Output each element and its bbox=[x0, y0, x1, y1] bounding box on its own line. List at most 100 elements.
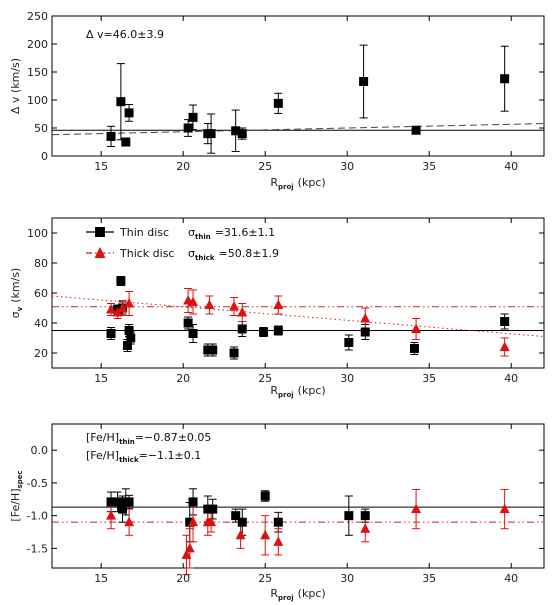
annotation-feh-thin: [Fe/H]thin=−0.87±0.05 bbox=[86, 431, 211, 446]
x-tick-label: 30 bbox=[340, 160, 354, 173]
legend-triangle-marker bbox=[94, 247, 106, 258]
data-point-triangle bbox=[411, 323, 422, 333]
y-tick-label: 200 bbox=[27, 38, 48, 51]
x-tick-label: 20 bbox=[176, 160, 190, 173]
data-point-triangle bbox=[411, 503, 422, 514]
annotation-delta-v: Δ v=46.0±3.9 bbox=[86, 28, 164, 41]
data-point-square bbox=[121, 137, 131, 147]
data-point-square bbox=[344, 511, 354, 521]
data-point-square bbox=[259, 327, 269, 337]
data-point-square bbox=[206, 129, 216, 139]
data-point-triangle bbox=[499, 341, 510, 351]
plot-frame bbox=[51, 15, 545, 157]
data-point-triangle bbox=[229, 301, 240, 311]
x-tick-label: 25 bbox=[258, 372, 272, 385]
annotation-feh-thick: [Fe/H]thick=−1.1±0.1 bbox=[86, 449, 201, 464]
data-point-square bbox=[124, 497, 134, 507]
x-tick-label: 40 bbox=[504, 160, 518, 173]
plot-frame bbox=[51, 423, 545, 569]
data-point-square bbox=[188, 329, 198, 338]
data-point-square bbox=[500, 317, 510, 326]
y-tick-label: -1.5 bbox=[27, 542, 48, 555]
y-tick-label: 50 bbox=[34, 122, 48, 135]
data-point-square bbox=[229, 348, 239, 358]
x-tick-label: 25 bbox=[258, 160, 272, 173]
legend-thick-value: σthick =50.8±1.9 bbox=[188, 247, 279, 262]
panel-feh: 15 20 25 30 35 40 0.0 -0.5 -1.0 -1.5 [Fe/H]thin=−… bbox=[9, 423, 545, 602]
y-tick-label: 60 bbox=[34, 287, 48, 300]
x-tick-label: 40 bbox=[504, 372, 518, 385]
data-point-square bbox=[360, 511, 370, 521]
legend: Thin disc σthin =31.6±1.1 Thick disc σthi… bbox=[86, 226, 279, 262]
x-tick-label: 25 bbox=[258, 572, 272, 585]
data-point-square bbox=[260, 491, 270, 501]
data-point-triangle bbox=[237, 307, 248, 317]
data-point-triangle bbox=[124, 298, 135, 308]
data-point-square bbox=[208, 345, 218, 355]
x-tick-label: 20 bbox=[176, 372, 190, 385]
data-point-square bbox=[237, 517, 247, 527]
x-tick-label: 15 bbox=[94, 160, 108, 173]
x-axis-label: Rproj (kpc) bbox=[270, 176, 325, 191]
data-point-triangle bbox=[273, 299, 284, 309]
data-point-triangle bbox=[235, 529, 246, 540]
data-point-square bbox=[188, 112, 198, 122]
data-point-triangle bbox=[260, 529, 271, 540]
panel-delta-v: 15 20 25 30 35 40 0 50 100 150 200 250 Δ v=46.0±3.9… bbox=[9, 10, 545, 191]
data-point-square bbox=[411, 125, 421, 135]
data-point-triangle bbox=[106, 304, 117, 314]
data-point-square bbox=[273, 517, 283, 527]
x-tick-label: 15 bbox=[94, 572, 108, 585]
y-tick-label: 40 bbox=[34, 317, 48, 330]
data-point-square bbox=[237, 324, 247, 334]
data-point-square bbox=[203, 345, 213, 355]
data-point-square bbox=[185, 517, 195, 527]
data-point-square bbox=[116, 97, 126, 107]
data-point-square bbox=[183, 123, 193, 133]
data-point-square bbox=[231, 511, 241, 521]
legend-thin-value: σthin =31.6±1.1 bbox=[188, 226, 275, 241]
x-tick-label: 35 bbox=[422, 160, 436, 173]
data-point-triangle bbox=[112, 307, 123, 317]
data-point-square bbox=[344, 338, 354, 347]
legend-thick-label: Thick disc bbox=[119, 247, 174, 260]
data-point-triangle bbox=[181, 549, 192, 559]
y-tick-label: 250 bbox=[27, 10, 48, 23]
y-tick-label: 100 bbox=[27, 227, 48, 240]
data-point-square bbox=[500, 74, 510, 84]
data-point-triangle bbox=[499, 503, 510, 514]
trend-line bbox=[51, 123, 545, 136]
data-point-square bbox=[203, 504, 213, 514]
legend-thin-label: Thin disc bbox=[119, 226, 169, 239]
y-tick-label: 0.0 bbox=[31, 444, 49, 457]
data-point-triangle bbox=[273, 536, 284, 546]
y-tick-label: 0 bbox=[41, 150, 48, 163]
data-point-triangle bbox=[360, 313, 371, 323]
data-point-triangle bbox=[204, 299, 215, 309]
y-axis-label: Δ v (km/s) bbox=[9, 58, 22, 114]
data-point-triangle bbox=[184, 542, 195, 553]
y-tick-label: 100 bbox=[27, 94, 48, 107]
data-point-triangle bbox=[360, 523, 371, 533]
data-point-square bbox=[409, 344, 419, 353]
data-point-square bbox=[237, 129, 247, 139]
legend-square-marker bbox=[95, 227, 105, 237]
data-point-square bbox=[122, 341, 132, 350]
data-point-square bbox=[106, 131, 116, 141]
x-axis-label: Rproj (kpc) bbox=[270, 384, 325, 399]
x-tick-label: 30 bbox=[340, 372, 354, 385]
x-tick-label: 15 bbox=[94, 372, 108, 385]
data-point-triangle bbox=[117, 302, 128, 312]
data-point-square bbox=[360, 327, 370, 337]
data-point-square bbox=[208, 504, 218, 514]
x-axis-label: Rproj (kpc) bbox=[270, 587, 325, 602]
data-point-square bbox=[113, 497, 123, 507]
y-axis-label: σv(km/s) bbox=[9, 268, 24, 319]
data-point-square bbox=[124, 326, 134, 335]
x-tick-label: 20 bbox=[176, 572, 190, 585]
data-point-square bbox=[188, 497, 198, 507]
data-point-square bbox=[273, 98, 283, 108]
data-point-triangle bbox=[188, 516, 199, 527]
y-tick-label: -0.5 bbox=[27, 477, 48, 490]
